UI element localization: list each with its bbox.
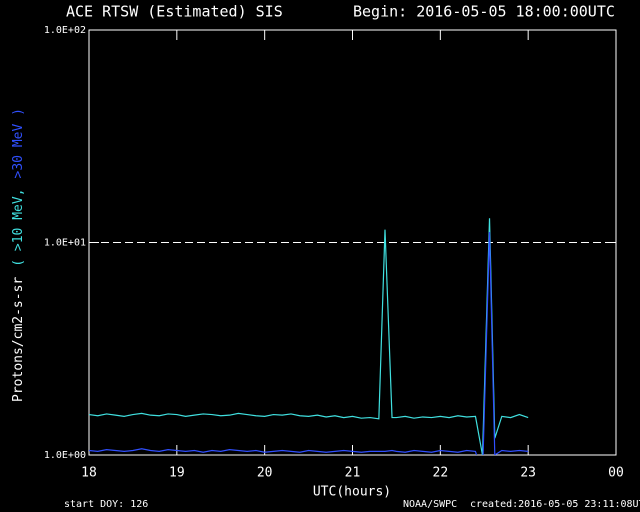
y-tick-label: 1.0E+01 [44,238,86,249]
y-tick-label: 1.0E+00 [44,450,86,461]
chart-title: ACE RTSW (Estimated) SIS [66,3,283,21]
chart-subtitle: Begin: 2016-05-05 18:00:00UTC [353,3,615,21]
footer-created: created:2016-05-05 23:11:08UTC [470,499,640,510]
x-axis-label: UTC(hours) [313,485,391,500]
x-tick-label: 20 [257,466,273,481]
x-tick-label: 19 [169,466,185,481]
data-line [89,218,529,455]
footer-doy: start DOY: 126 [64,499,148,510]
x-tick-label: 23 [520,466,536,481]
legend-entry: >30 MeV ) [11,108,26,178]
y-tick-label: 1.0E+02 [44,25,86,36]
x-tick-label: 22 [433,466,449,481]
y-axis-label-group: Protons/cm2-s-sr ( >10 MeV, >30 MeV ) [11,108,26,402]
footer-agency: NOAA/SWPC [403,499,457,510]
y-axis-label: Protons/cm2-s-sr [11,277,26,402]
data-line [89,232,529,455]
legend-entry: ( >10 MeV, [11,188,26,266]
x-tick-label: 21 [345,466,361,481]
x-tick-label: 00 [608,466,624,481]
x-tick-label: 18 [81,466,97,481]
